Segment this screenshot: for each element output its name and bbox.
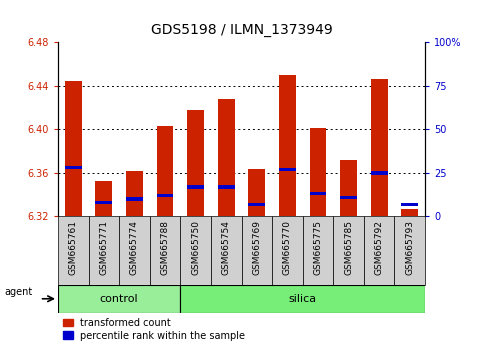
- Bar: [218, 185, 235, 188]
- Bar: [187, 185, 204, 188]
- Bar: [126, 171, 143, 216]
- Text: control: control: [100, 294, 139, 304]
- Bar: [371, 171, 387, 175]
- Bar: [303, 216, 333, 285]
- Bar: [340, 196, 357, 199]
- Bar: [119, 216, 150, 285]
- Bar: [279, 75, 296, 216]
- Bar: [310, 192, 327, 195]
- Bar: [65, 81, 82, 216]
- Bar: [88, 216, 119, 285]
- Text: GSM665771: GSM665771: [99, 220, 108, 275]
- Text: GSM665754: GSM665754: [222, 220, 231, 275]
- Bar: [126, 198, 143, 201]
- Bar: [310, 129, 327, 216]
- Text: GSM665788: GSM665788: [160, 220, 170, 275]
- Bar: [401, 202, 418, 206]
- Bar: [401, 209, 418, 216]
- Text: GSM665761: GSM665761: [69, 220, 78, 275]
- Bar: [58, 216, 88, 285]
- Bar: [279, 168, 296, 171]
- Bar: [272, 216, 303, 285]
- Bar: [180, 216, 211, 285]
- Text: GSM665785: GSM665785: [344, 220, 353, 275]
- Bar: [187, 110, 204, 216]
- Bar: [65, 166, 82, 169]
- Text: GSM665770: GSM665770: [283, 220, 292, 275]
- Legend: transformed count, percentile rank within the sample: transformed count, percentile rank withi…: [63, 318, 245, 341]
- Bar: [96, 181, 112, 216]
- Text: GSM665769: GSM665769: [252, 220, 261, 275]
- Bar: [58, 285, 180, 313]
- Bar: [242, 216, 272, 285]
- Text: GSM665793: GSM665793: [405, 220, 414, 275]
- Text: GSM665750: GSM665750: [191, 220, 200, 275]
- Bar: [96, 201, 112, 204]
- Bar: [395, 216, 425, 285]
- Bar: [180, 285, 425, 313]
- Bar: [150, 216, 180, 285]
- Bar: [364, 216, 395, 285]
- Text: agent: agent: [5, 287, 33, 297]
- Bar: [218, 99, 235, 216]
- Bar: [156, 126, 173, 216]
- Text: GSM665775: GSM665775: [313, 220, 323, 275]
- Bar: [248, 202, 265, 206]
- Text: GDS5198 / ILMN_1373949: GDS5198 / ILMN_1373949: [151, 23, 332, 37]
- Bar: [333, 216, 364, 285]
- Text: silica: silica: [289, 294, 317, 304]
- Bar: [340, 160, 357, 216]
- Bar: [211, 216, 242, 285]
- Text: GSM665792: GSM665792: [375, 220, 384, 275]
- Bar: [371, 79, 387, 216]
- Bar: [156, 194, 173, 197]
- Bar: [248, 169, 265, 216]
- Text: GSM665774: GSM665774: [130, 220, 139, 275]
